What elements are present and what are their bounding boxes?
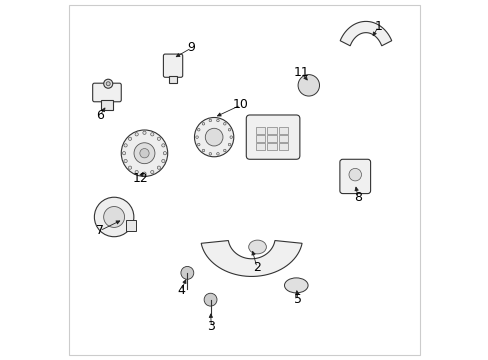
Circle shape bbox=[197, 143, 200, 146]
Circle shape bbox=[223, 122, 225, 125]
Text: 8: 8 bbox=[353, 192, 361, 204]
Text: 1: 1 bbox=[374, 20, 382, 33]
Circle shape bbox=[203, 293, 217, 306]
Bar bbox=[267, 143, 276, 150]
Circle shape bbox=[205, 128, 223, 146]
Circle shape bbox=[202, 122, 204, 125]
Bar bbox=[278, 127, 287, 134]
Text: 9: 9 bbox=[187, 41, 195, 54]
Circle shape bbox=[197, 129, 200, 131]
Circle shape bbox=[128, 166, 131, 169]
Circle shape bbox=[128, 137, 131, 140]
Circle shape bbox=[202, 149, 204, 152]
Circle shape bbox=[142, 172, 146, 175]
FancyBboxPatch shape bbox=[339, 159, 370, 194]
Bar bbox=[255, 127, 264, 134]
Circle shape bbox=[122, 152, 125, 155]
Polygon shape bbox=[201, 240, 302, 276]
Bar bbox=[255, 143, 264, 150]
Circle shape bbox=[134, 143, 155, 164]
FancyBboxPatch shape bbox=[246, 115, 299, 159]
Text: 5: 5 bbox=[293, 293, 302, 306]
Circle shape bbox=[157, 137, 160, 140]
Circle shape bbox=[163, 152, 166, 155]
Circle shape bbox=[103, 207, 124, 228]
Circle shape bbox=[140, 149, 149, 158]
Circle shape bbox=[124, 159, 127, 163]
Ellipse shape bbox=[284, 278, 307, 293]
Circle shape bbox=[228, 129, 230, 131]
Circle shape bbox=[150, 171, 154, 174]
Text: 4: 4 bbox=[177, 284, 184, 297]
Circle shape bbox=[216, 119, 219, 122]
Bar bbox=[125, 220, 136, 231]
FancyBboxPatch shape bbox=[163, 54, 183, 77]
Ellipse shape bbox=[248, 240, 266, 254]
Circle shape bbox=[142, 131, 146, 134]
Point bbox=[184, 271, 190, 275]
Circle shape bbox=[194, 117, 233, 157]
Circle shape bbox=[124, 144, 127, 147]
Bar bbox=[255, 135, 264, 142]
Text: 12: 12 bbox=[132, 172, 148, 185]
Circle shape bbox=[298, 75, 319, 96]
Circle shape bbox=[106, 82, 110, 86]
Circle shape bbox=[150, 133, 154, 136]
Point bbox=[207, 314, 213, 318]
Circle shape bbox=[162, 159, 164, 163]
Circle shape bbox=[157, 166, 160, 169]
Circle shape bbox=[181, 266, 193, 279]
Bar bbox=[101, 100, 113, 110]
Circle shape bbox=[229, 136, 232, 138]
Circle shape bbox=[195, 136, 198, 138]
Circle shape bbox=[135, 133, 138, 136]
Text: 10: 10 bbox=[232, 99, 248, 112]
Circle shape bbox=[216, 153, 219, 155]
Bar bbox=[278, 143, 287, 150]
Circle shape bbox=[121, 130, 167, 176]
Text: 3: 3 bbox=[207, 320, 215, 333]
Point bbox=[207, 297, 213, 302]
Circle shape bbox=[209, 153, 211, 155]
FancyBboxPatch shape bbox=[93, 83, 121, 102]
Circle shape bbox=[348, 168, 361, 181]
Circle shape bbox=[228, 143, 230, 146]
Text: 7: 7 bbox=[96, 224, 103, 237]
Bar bbox=[278, 135, 287, 142]
Text: 6: 6 bbox=[96, 109, 103, 122]
Text: 2: 2 bbox=[253, 261, 261, 274]
Circle shape bbox=[94, 197, 134, 237]
Circle shape bbox=[209, 119, 211, 122]
Text: 11: 11 bbox=[293, 66, 309, 79]
Circle shape bbox=[103, 79, 113, 88]
Circle shape bbox=[162, 144, 164, 147]
Bar bbox=[267, 127, 276, 134]
Point bbox=[184, 287, 190, 291]
Bar bbox=[267, 135, 276, 142]
Circle shape bbox=[135, 171, 138, 174]
Circle shape bbox=[223, 149, 225, 152]
Polygon shape bbox=[340, 21, 391, 46]
Bar bbox=[169, 76, 177, 84]
